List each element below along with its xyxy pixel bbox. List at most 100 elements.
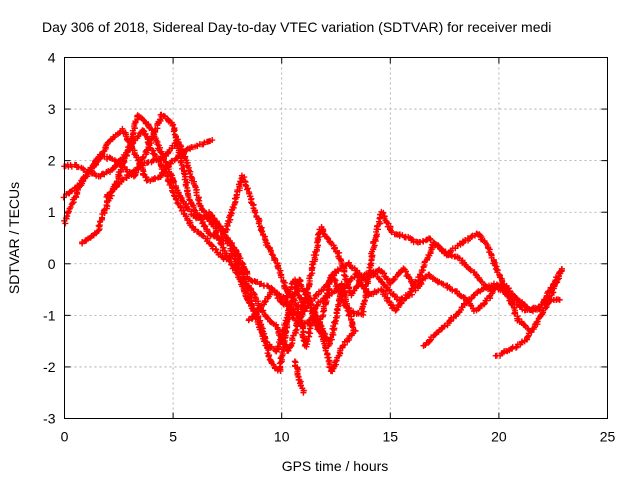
data-point [490, 280, 497, 287]
data-point [535, 303, 542, 310]
x-tick-label: 0 [61, 429, 69, 445]
x-tick-label: 15 [383, 429, 399, 445]
data-point [367, 261, 374, 268]
axis-ticks: 0 5 10 15 20 25 -3 -2 -1 0 1 2 3 4 [43, 50, 615, 445]
series-track-9 [420, 280, 563, 349]
x-tick-label: 10 [274, 429, 290, 445]
data-point [294, 288, 301, 295]
data-point [375, 275, 382, 282]
x-axis-label: GPS time / hours [282, 458, 389, 474]
data-point [208, 242, 215, 249]
data-point [289, 314, 296, 321]
data-point [554, 276, 561, 283]
data-point [332, 318, 339, 325]
data-point [278, 274, 285, 281]
data-point [143, 147, 150, 154]
data-point [390, 302, 397, 309]
data-point [253, 310, 260, 317]
data-point [255, 220, 262, 227]
data-point [524, 333, 531, 340]
data-point [79, 239, 86, 246]
data-point [85, 169, 92, 176]
data-point [556, 296, 563, 303]
data-point [95, 222, 102, 229]
series-track-5 [103, 136, 416, 355]
data-point [68, 163, 75, 170]
data-point [202, 223, 209, 230]
data-point [388, 229, 395, 236]
data-point [533, 319, 540, 326]
y-tick-label: 3 [48, 101, 56, 117]
data-point [218, 241, 225, 248]
y-tick-label: -3 [43, 411, 56, 427]
data-point [427, 236, 434, 243]
data-point [352, 327, 359, 334]
data-point [486, 293, 493, 300]
data-point [300, 389, 307, 396]
data-point [303, 286, 310, 293]
data-point [427, 273, 434, 280]
data-point [265, 353, 272, 360]
data-point [216, 237, 223, 244]
data-point [213, 220, 220, 227]
y-tick-label: -1 [43, 307, 56, 323]
data-point [312, 292, 319, 299]
data-point [409, 291, 416, 298]
data-point [252, 209, 259, 216]
data-point [268, 251, 275, 258]
data-point [311, 308, 318, 315]
data-point [195, 196, 202, 203]
plot-frame [64, 57, 608, 419]
series-track-8 [291, 358, 307, 396]
data-point [177, 194, 184, 201]
data-point [170, 179, 177, 186]
data-point [534, 318, 541, 325]
series-track-10 [492, 265, 565, 359]
data-point [392, 307, 399, 314]
x-tick-label: 25 [600, 429, 616, 445]
data-point [313, 302, 320, 309]
series-track-7 [245, 286, 359, 375]
data-point [67, 204, 74, 211]
data-point [279, 327, 286, 334]
data-points [60, 111, 565, 396]
data-point [216, 223, 223, 230]
data-point [305, 328, 312, 335]
data-point [272, 257, 279, 264]
data-point [544, 301, 551, 308]
data-point [422, 273, 429, 280]
data-point [77, 180, 84, 187]
y-axis-label: SDTVAR / TECUs [6, 182, 22, 294]
data-point [170, 192, 177, 199]
data-point [137, 114, 144, 121]
y-tick-label: 1 [48, 204, 56, 220]
data-point [380, 209, 387, 216]
data-point [244, 185, 251, 192]
series-track-3 [61, 127, 535, 355]
data-point [292, 327, 299, 334]
data-point [558, 265, 565, 272]
data-point [369, 269, 376, 276]
data-point [408, 236, 415, 243]
x-tick-label: 5 [169, 429, 177, 445]
data-point [269, 252, 276, 259]
chart-title: Day 306 of 2018, Sidereal Day-to-day VTE… [42, 19, 551, 35]
data-point [285, 303, 292, 310]
x-tick-label: 20 [491, 429, 507, 445]
y-tick-label: 0 [48, 256, 56, 272]
y-tick-label: -2 [43, 359, 56, 375]
y-tick-label: 4 [48, 50, 56, 66]
data-point [173, 196, 180, 203]
data-point [465, 296, 472, 303]
data-point [134, 164, 141, 171]
data-point [170, 128, 177, 135]
data-point [177, 204, 184, 211]
y-tick-label: 2 [48, 153, 56, 169]
data-point [513, 295, 520, 302]
series-track-2 [60, 125, 216, 201]
data-point [229, 252, 236, 259]
data-point [332, 245, 339, 252]
data-point [292, 278, 299, 285]
data-point [470, 305, 477, 312]
